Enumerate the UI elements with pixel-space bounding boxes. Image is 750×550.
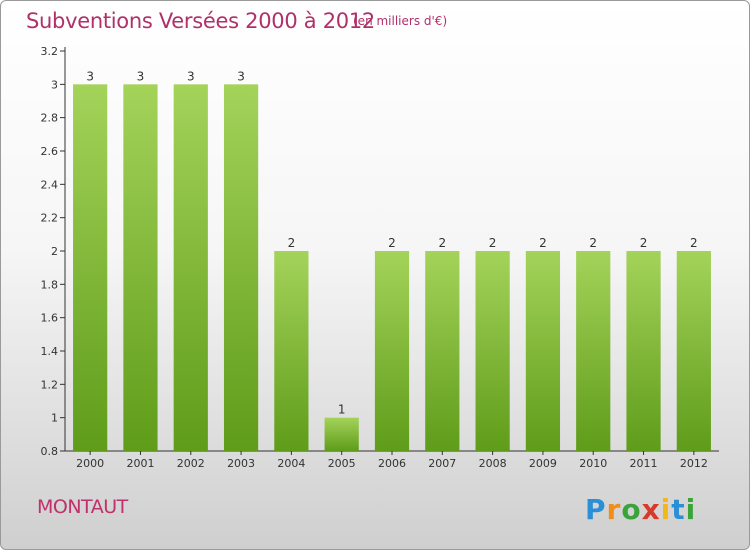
bars: 3 3 3 3 2 1 2 2 2 2 2 2 2	[73, 69, 711, 451]
x-tick-label: 2003	[227, 457, 255, 470]
x-tick-label: 2000	[76, 457, 104, 470]
y-tick-label: 0.8	[41, 445, 59, 458]
bar-value-label: 2	[288, 236, 296, 250]
bar	[525, 251, 561, 451]
bar-value-label: 2	[640, 236, 648, 250]
place-name: MONTAUT	[37, 496, 128, 518]
bar-value-label: 1	[338, 403, 346, 417]
x-tick-label: 2005	[328, 457, 356, 470]
y-tick-label: 1	[51, 412, 58, 425]
bar-value-label: 2	[489, 236, 497, 250]
bar-value-label: 3	[137, 69, 145, 83]
x-tick-label: 2006	[378, 457, 406, 470]
bar	[626, 251, 661, 451]
bar-value-label: 2	[589, 236, 597, 250]
y-tick-label: 2.2	[41, 212, 59, 225]
bar-value-label: 2	[438, 236, 446, 250]
bar	[173, 84, 208, 451]
bar	[676, 251, 711, 451]
y-tick-label: 1.2	[41, 378, 59, 391]
x-tick-label: 2001	[126, 457, 154, 470]
y-tick-label: 2	[51, 245, 58, 258]
y-tick-label: 3	[51, 78, 58, 91]
bar	[374, 251, 410, 451]
y-tick-label: 1.8	[41, 278, 59, 291]
bar	[425, 251, 460, 451]
y-tick-label: 2.6	[41, 145, 59, 158]
bar	[475, 251, 510, 451]
bar	[73, 84, 108, 451]
bar-value-label: 3	[237, 69, 245, 83]
y-tick-label: 2.4	[41, 178, 59, 191]
bar	[576, 251, 611, 451]
proxiti-logo: Proxiti	[585, 493, 696, 526]
x-tick-label: 2002	[177, 457, 205, 470]
x-tick-label: 2010	[579, 457, 607, 470]
chart-title: Subventions Versées 2000 à 2012	[26, 9, 375, 33]
bar-value-label: 3	[86, 69, 94, 83]
chart-subtitle: (en milliers d'€)	[353, 14, 448, 28]
bar	[223, 84, 259, 451]
x-axis: 2000 2001 2002 2003 2004 2005 2006 2007 2008 2009…	[65, 450, 719, 470]
y-tick-label: 2.8	[41, 112, 59, 125]
bar	[123, 84, 158, 451]
y-tick-label: 1.4	[41, 345, 59, 358]
bar	[324, 417, 359, 451]
x-tick-label: 2012	[680, 457, 708, 470]
x-tick-label: 2011	[630, 457, 658, 470]
bar-value-label: 2	[539, 236, 547, 250]
x-tick-label: 2008	[479, 457, 507, 470]
bar-value-label: 2	[388, 236, 396, 250]
y-tick-label: 3.2	[41, 45, 59, 58]
svg-text:Proxiti: Proxiti	[585, 493, 696, 526]
bar	[274, 251, 309, 451]
x-tick-label: 2009	[529, 457, 557, 470]
x-tick-label: 2004	[277, 457, 305, 470]
bar-value-label: 2	[690, 236, 698, 250]
bar-value-label: 3	[187, 69, 195, 83]
x-tick-label: 2007	[428, 457, 456, 470]
y-tick-label: 1.6	[41, 312, 59, 325]
y-axis: 0.8 1 1.2 1.4 1.6 1.8 2 2.2 2.4 2.6 2.8 3 3.2	[41, 45, 66, 458]
